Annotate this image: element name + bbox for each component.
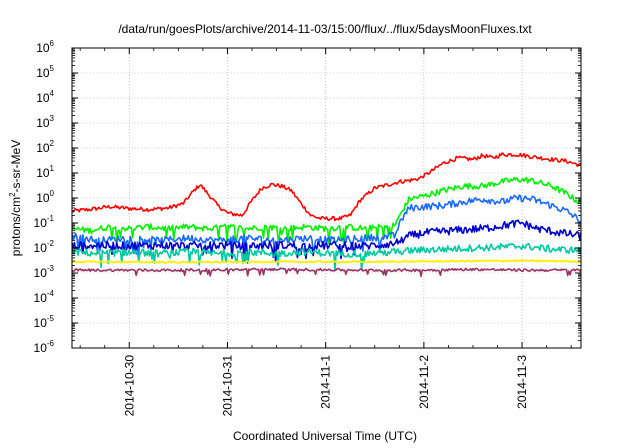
y-tick-label: 10-4 (34, 289, 55, 305)
y-tick-label-base: 10 (34, 316, 48, 330)
x-tick-label: 2014-10-31 (220, 355, 234, 417)
y-tick-label-exp: -6 (47, 339, 55, 348)
y-tick-label: 102 (36, 139, 54, 155)
y-tick-label-base: 10 (36, 166, 50, 180)
axis-ticks (72, 47, 581, 349)
y-tick-label-exp: -1 (47, 214, 55, 223)
y-tick-label-exp: 6 (50, 39, 55, 48)
y-tick-label-base: 10 (34, 241, 48, 255)
x-tick-label: 2014-11-2 (417, 355, 431, 409)
series-layer (71, 152, 582, 278)
y-tick-label-base: 10 (34, 216, 48, 230)
y-tick-label-exp: -2 (47, 239, 55, 248)
y-tick-label-base: 10 (34, 341, 48, 355)
x-tick-labels: 2014-10-30 2014-10-31 2014-11-1 2014-11-2 20… (122, 355, 529, 417)
y-tick-label-base: 10 (36, 191, 50, 205)
x-axis-label: Coordinated Universal Time (UTC) (233, 429, 417, 443)
y-tick-label-exp: 4 (50, 89, 55, 98)
series-line (71, 267, 582, 278)
y-tick-label-base: 10 (36, 66, 50, 80)
y-tick-label: 106 (36, 39, 54, 55)
y-tick-label-exp: 2 (50, 139, 55, 148)
y-tick-label: 10-3 (34, 264, 55, 280)
y-axis-label-base: protons/cm (9, 197, 23, 256)
x-tick-label: 2014-11-1 (319, 355, 333, 409)
y-tick-label: 101 (36, 164, 54, 180)
y-tick-label-exp: 1 (50, 164, 55, 173)
y-tick-label-exp: 0 (50, 189, 55, 198)
y-tick-label-exp: -3 (47, 264, 55, 273)
y-tick-label-exp: 5 (50, 64, 55, 73)
y-axis-label: protons/cm2-s-sr-MeV (8, 140, 23, 256)
y-tick-labels: 10-610-510-410-310-210-11001011021031041… (34, 39, 55, 355)
y-tick-label-base: 10 (36, 91, 50, 105)
series-line (71, 152, 582, 222)
y-tick-label: 103 (36, 114, 54, 130)
y-tick-label-base: 10 (34, 291, 48, 305)
grid-lines (72, 48, 581, 348)
y-tick-label-base: 10 (36, 41, 50, 55)
series-line (71, 176, 582, 245)
y-tick-label: 104 (36, 89, 54, 105)
y-tick-label-base: 10 (34, 266, 48, 280)
y-tick-label: 105 (36, 64, 54, 80)
y-tick-label: 10-1 (34, 214, 55, 230)
y-axis-label-rest: -s-sr-MeV (9, 140, 23, 193)
y-tick-label: 10-2 (34, 239, 55, 255)
y-tick-label-exp: -5 (47, 314, 55, 323)
y-tick-label: 10-6 (34, 339, 55, 355)
x-tick-label: 2014-11-3 (515, 355, 529, 409)
y-tick-label-base: 10 (36, 141, 50, 155)
series-line (71, 219, 582, 264)
series-line (71, 259, 582, 264)
y-tick-label-base: 10 (36, 116, 50, 130)
y-tick-label: 10-5 (34, 314, 55, 330)
y-tick-label-exp: 3 (50, 114, 55, 123)
chart-title: /data/run/goesPlots/archive/2014-11-03/1… (118, 22, 532, 36)
series-line (71, 242, 582, 272)
y-tick-label-exp: -4 (47, 289, 55, 298)
y-axis-label-sup: 2 (8, 192, 17, 197)
x-tick-label: 2014-10-30 (122, 355, 136, 417)
y-tick-label: 100 (36, 189, 54, 205)
